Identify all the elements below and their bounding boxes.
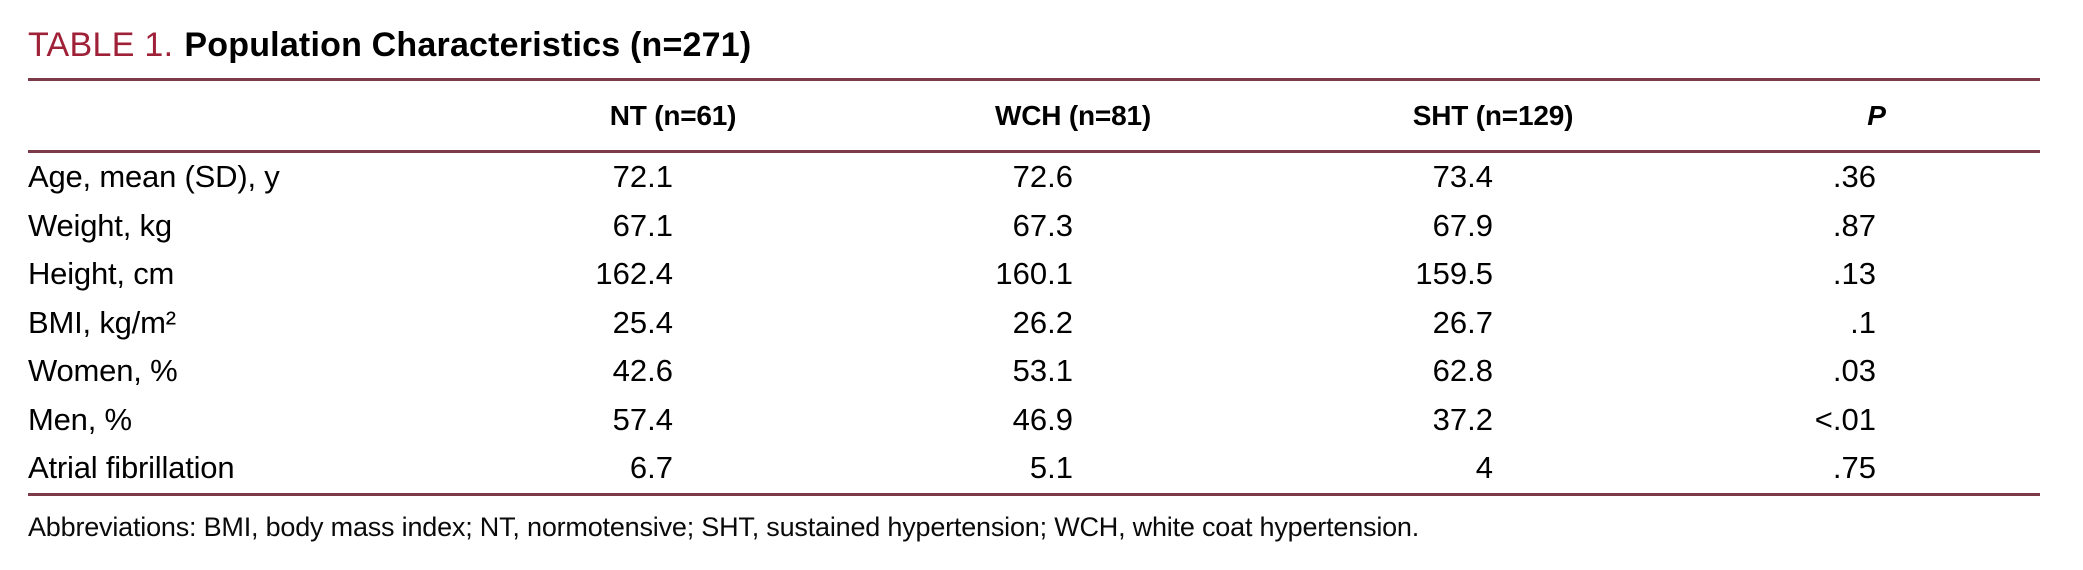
cell-value: 26.2: [1012, 304, 1073, 340]
table-header-row: NT (n=61) WCH (n=81) SHT (n=129) P: [28, 78, 2040, 153]
cell-value: 5.1: [1029, 450, 1073, 486]
row-label: BMI, kg/m²: [28, 304, 176, 340]
cell-value: 57.4: [612, 401, 673, 437]
table-title-text: Population Characteristics (n=271): [184, 26, 752, 64]
cell-value: 67.3: [1012, 207, 1073, 243]
cell-value: .13: [1832, 256, 1876, 292]
cell-value: 73.4: [1432, 159, 1493, 195]
abbreviations-footnote: Abbreviations: BMI, body mass index; NT,…: [28, 511, 1420, 542]
table-row: Age, mean (SD), y 72.1 72.6 73.4 .36: [28, 153, 2040, 202]
cell-value: .1: [1850, 304, 1876, 340]
cell-value: .03: [1832, 353, 1876, 389]
cell-value: 37.2: [1432, 401, 1493, 437]
table-row: Height, cm 162.4 160.1 159.5 .13: [28, 250, 2040, 299]
cell-value: 72.1: [612, 159, 673, 195]
cell-value: 46.9: [1012, 401, 1073, 437]
cell-value: 62.8: [1432, 353, 1493, 389]
cell-value: 25.4: [612, 304, 673, 340]
table-body: Age, mean (SD), y 72.1 72.6 73.4 .36 Weight, …: [28, 153, 2040, 496]
table-row: Atrial fibrillation 6.7 5.1 4 .75: [28, 444, 2040, 493]
table-number-label: TABLE 1.: [28, 26, 174, 64]
cell-value: 159.5: [1415, 256, 1493, 292]
cell-value: .87: [1832, 207, 1876, 243]
table-row: Men, % 57.4 46.9 37.2 <.01: [28, 396, 2040, 445]
column-header: SHT (n=129): [1412, 99, 1574, 131]
column-header: P: [1867, 99, 1886, 131]
column-header: WCH (n=81): [995, 99, 1151, 131]
table-container: TABLE 1. Population Characteristics (n=27…: [28, 12, 2040, 543]
row-label: Age, mean (SD), y: [28, 159, 280, 195]
cell-value: 6.7: [629, 450, 673, 486]
cell-value: 67.9: [1432, 207, 1493, 243]
table-row: BMI, kg/m² 25.4 26.2 26.7 .1: [28, 299, 2040, 348]
cell-value: 26.7: [1432, 304, 1493, 340]
cell-value: 67.1: [612, 207, 673, 243]
row-label: Women, %: [28, 353, 178, 389]
cell-value: <.01: [1814, 401, 1876, 437]
table-title: TABLE 1. Population Characteristics (n=27…: [28, 12, 2040, 78]
cell-value: .75: [1832, 450, 1876, 486]
cell-value: .36: [1832, 159, 1876, 195]
table-row: Weight, kg 67.1 67.3 67.9 .87: [28, 202, 2040, 251]
row-label: Men, %: [28, 401, 132, 437]
row-label: Atrial fibrillation: [28, 450, 235, 486]
table-row: Women, % 42.6 53.1 62.8 .03: [28, 347, 2040, 396]
cell-value: 53.1: [1012, 353, 1073, 389]
cell-value: 162.4: [595, 256, 673, 292]
cell-value: 42.6: [612, 353, 673, 389]
row-label: Height, cm: [28, 256, 175, 292]
cell-value: 72.6: [1012, 159, 1073, 195]
cell-value: 4: [1475, 450, 1493, 486]
column-header: NT (n=61): [609, 99, 737, 131]
row-label: Weight, kg: [28, 207, 172, 243]
cell-value: 160.1: [995, 256, 1073, 292]
